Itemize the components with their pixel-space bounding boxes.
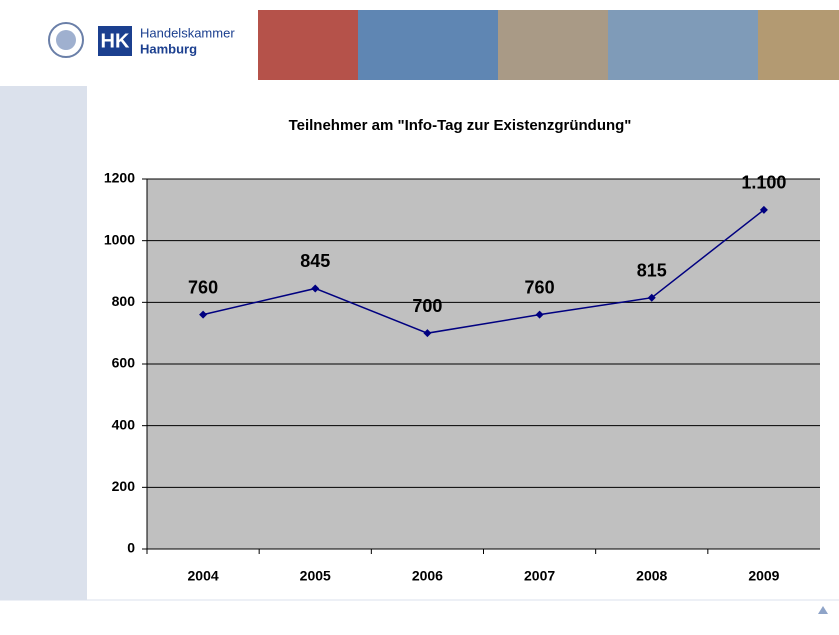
y-tick-label: 600 [112, 355, 136, 371]
photo [758, 10, 839, 80]
logo-short: HK [101, 30, 130, 52]
photo [498, 10, 608, 80]
x-tick-label: 2005 [300, 568, 331, 584]
y-tick-label: 800 [112, 293, 136, 309]
value-label: 760 [525, 277, 555, 297]
logo-seal-inner [56, 30, 76, 50]
slide: HK Handelskammer Hamburg Teilnehmer am "… [0, 0, 839, 635]
logo-line2: Hamburg [140, 41, 197, 56]
x-tick-label: 2004 [188, 568, 219, 584]
value-label: 760 [188, 277, 218, 297]
side-band [0, 86, 87, 600]
photo [608, 10, 758, 80]
y-tick-label: 200 [112, 478, 136, 494]
x-tick-label: 2008 [636, 568, 667, 584]
photo [358, 10, 498, 80]
photo-strip [258, 10, 839, 80]
y-tick-label: 1200 [104, 170, 135, 186]
x-tick-label: 2006 [412, 568, 443, 584]
x-tick-label: 2007 [524, 568, 555, 584]
y-tick-label: 0 [127, 540, 135, 556]
y-tick-label: 400 [112, 416, 136, 432]
value-label: 845 [300, 251, 330, 271]
logo-line1: Handelskammer [140, 25, 235, 40]
y-tick-label: 1000 [104, 231, 135, 247]
photo [258, 10, 358, 80]
x-tick-label: 2009 [748, 568, 779, 584]
value-label: 815 [637, 260, 667, 280]
value-label: 700 [412, 296, 442, 316]
value-label: 1.100 [741, 173, 786, 193]
chart-title: Teilnehmer am "Info-Tag zur Existenzgrün… [289, 117, 632, 134]
